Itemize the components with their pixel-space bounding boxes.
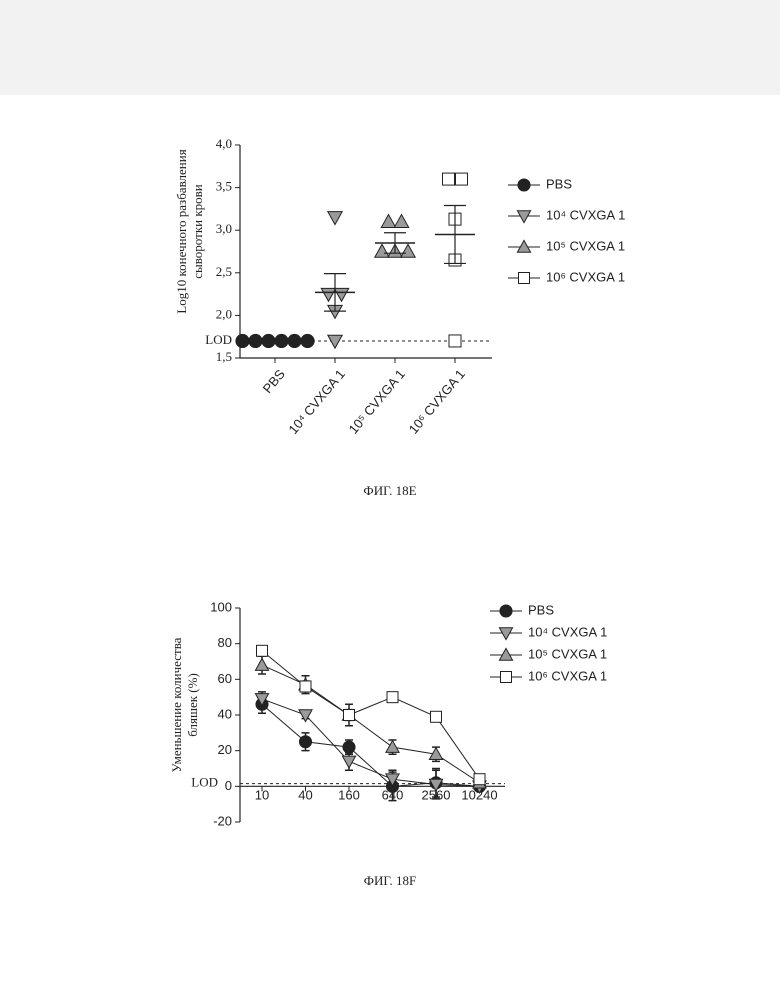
x-tick-label: 10 [255, 787, 269, 802]
legend-label: 10⁶ CVXGA 1 [528, 668, 607, 683]
y-axis-label: Уменьшение количества [169, 637, 184, 772]
legend-marker [501, 672, 512, 683]
legend-marker [517, 211, 530, 223]
data-point [255, 658, 268, 670]
x-tick-label: 40 [298, 787, 312, 802]
legend-label: PBS [546, 176, 572, 191]
y-tick-label: 60 [218, 671, 232, 686]
data-point [394, 214, 408, 227]
data-point [474, 774, 485, 785]
legend-marker [517, 240, 530, 252]
y-tick-label: 20 [218, 742, 232, 757]
legend-label: 10⁴ CVXGA 1 [528, 624, 607, 639]
figure-caption: ФИГ. 18E [363, 483, 416, 498]
y-axis-label: сыворотки крови [190, 184, 205, 279]
series-line [262, 704, 480, 786]
data-point [328, 212, 342, 225]
y-tick-label: 3,0 [216, 221, 232, 236]
data-point [342, 756, 355, 768]
y-tick-label: 2,5 [216, 264, 232, 279]
data-point [300, 681, 311, 692]
data-point [387, 692, 398, 703]
legend-label: 10⁵ CVXGA 1 [528, 646, 607, 661]
data-point [299, 736, 311, 748]
y-tick-label: -20 [213, 813, 232, 828]
y-tick-label: 3,5 [216, 179, 232, 194]
y-tick-label: 100 [210, 599, 232, 614]
legend-label: PBS [528, 602, 554, 617]
data-point [321, 288, 335, 301]
figure-caption: ФИГ. 18F [364, 873, 416, 888]
y-tick-label: 80 [218, 635, 232, 650]
y-axis-label: бляшек (%) [185, 673, 200, 737]
y-tick-label: 4,0 [216, 136, 232, 151]
x-tick-label: 10⁵ CVXGA 1 [346, 366, 408, 436]
data-point [431, 711, 442, 722]
data-point [257, 645, 268, 656]
data-point [443, 173, 455, 185]
data-point [375, 244, 389, 257]
series-line [262, 699, 480, 786]
x-tick-label: PBS [260, 366, 288, 396]
data-point [401, 244, 415, 257]
legend-label: 10⁴ CVXGA 1 [546, 207, 625, 222]
legend-marker [499, 648, 512, 660]
legend-marker [500, 605, 512, 617]
data-point [456, 173, 468, 185]
data-point [344, 710, 355, 721]
series-line [262, 665, 480, 783]
legend-marker [518, 179, 530, 191]
x-tick-label: 160 [338, 787, 360, 802]
lod-label: LOD [205, 332, 232, 347]
legend-label: 10⁶ CVXGA 1 [546, 269, 625, 284]
data-point [381, 214, 395, 227]
y-tick-label: 0 [225, 778, 232, 793]
data-point [236, 334, 249, 347]
x-tick-label: 10⁴ CVXGA 1 [285, 366, 347, 436]
y-tick-label: 1,5 [216, 349, 232, 364]
header-band [0, 0, 780, 95]
page: 1,5 2,0 2,5 3,0 3,5 4,0 Log10 конечного разбав… [0, 0, 780, 998]
y-axis-label: Log10 конечного разбавления [174, 149, 189, 313]
data-point [334, 288, 348, 301]
lod-label: LOD [191, 775, 218, 790]
data-point [386, 741, 399, 753]
data-point [328, 335, 342, 348]
y-tick-label: 2,0 [216, 306, 232, 321]
data-point [343, 741, 355, 753]
y-tick-label: 40 [218, 706, 232, 721]
series-line [262, 651, 480, 779]
legend-marker [499, 628, 512, 640]
data-point [301, 334, 314, 347]
legend-label: 10⁵ CVXGA 1 [546, 238, 625, 253]
data-point [449, 335, 461, 347]
x-tick-label: 10⁶ CVXGA 1 [406, 366, 468, 436]
legend-marker [519, 273, 530, 284]
